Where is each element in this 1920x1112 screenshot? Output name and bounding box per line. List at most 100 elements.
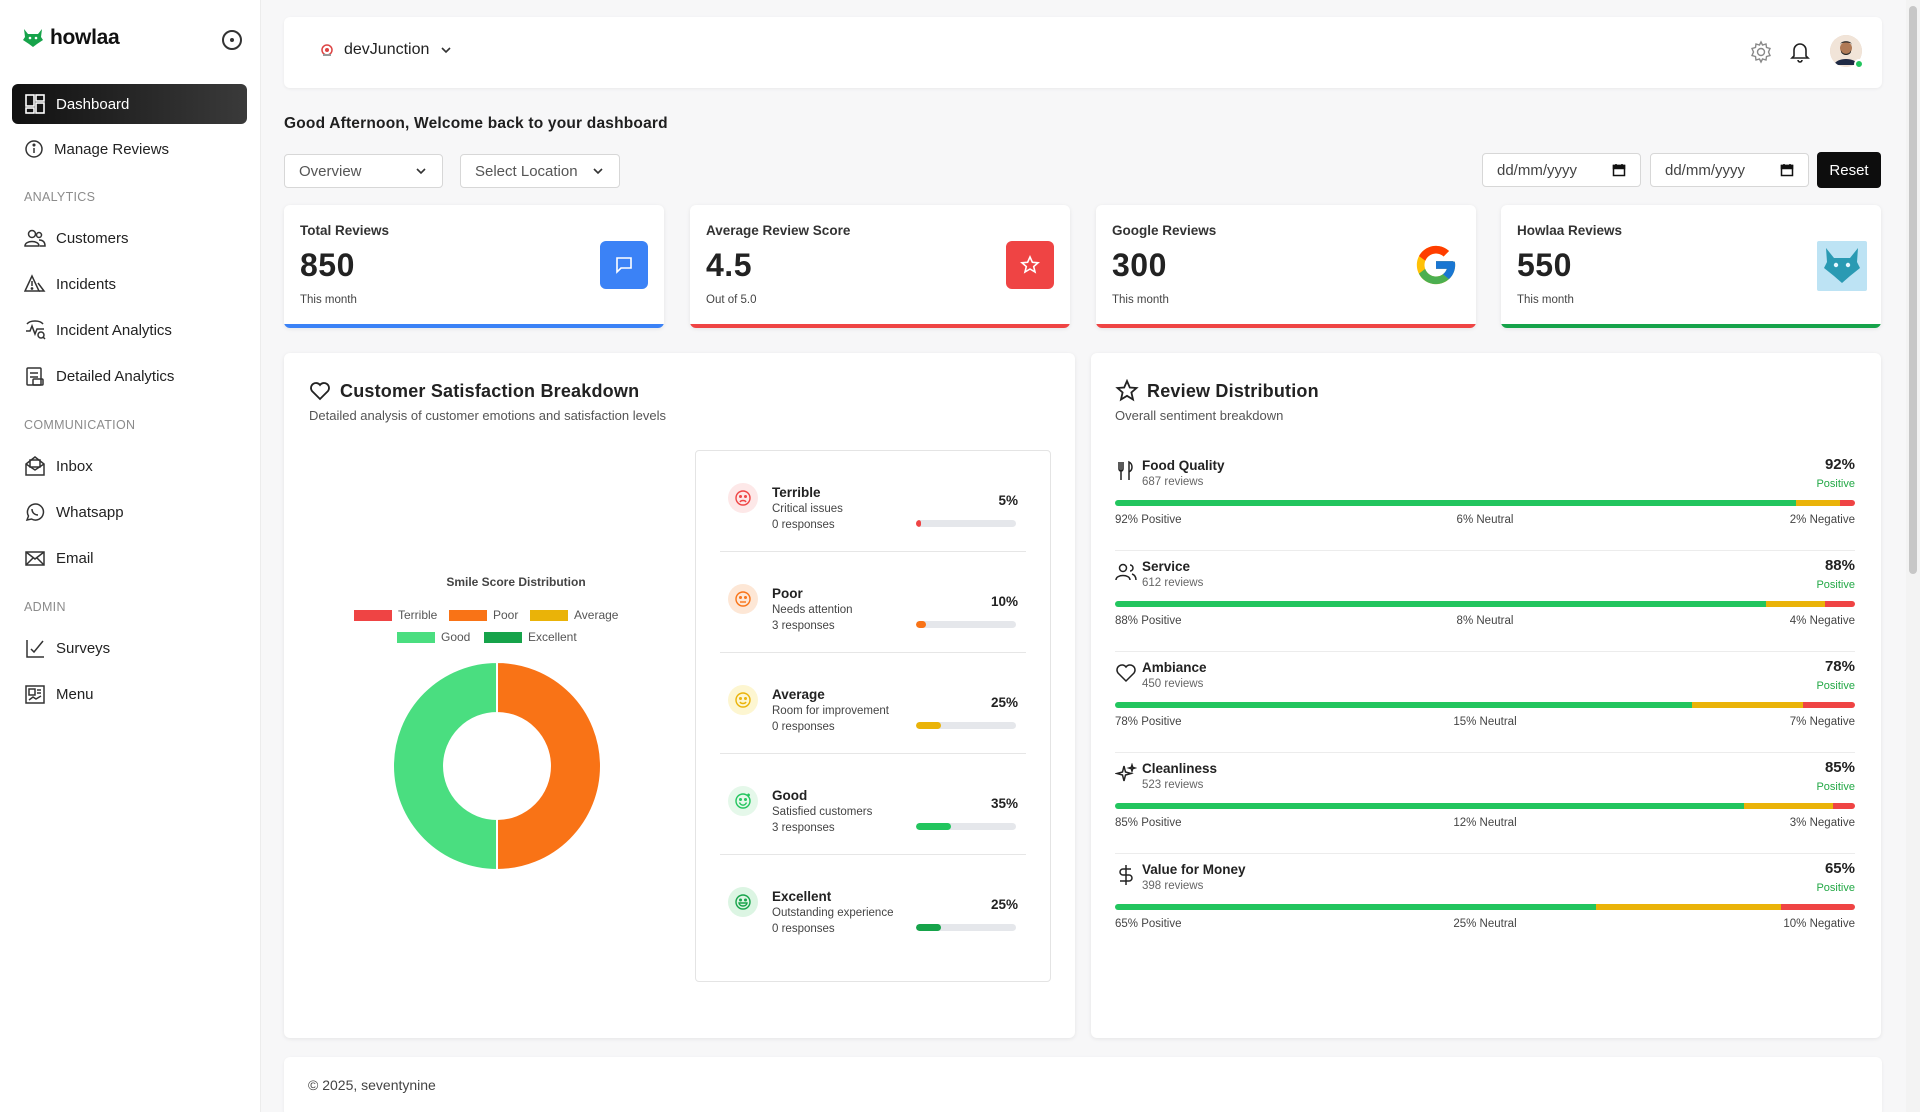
sentiment-bar [1115, 500, 1855, 506]
stat-accent-bar [1501, 324, 1881, 328]
distribution-positive-label: Positive [1816, 781, 1855, 793]
distribution-positive-label: Positive [1816, 579, 1855, 591]
stat-value: 850 [300, 247, 355, 283]
survey-icon [26, 640, 44, 658]
section-admin: ADMIN [24, 600, 66, 614]
sidebar-item-detailed-analytics[interactable]: Detailed Analytics [12, 356, 247, 396]
sidebar-item-incidents[interactable]: Incidents [12, 264, 247, 304]
analytics-icon [26, 320, 46, 340]
distribution-panel: Review Distribution Overall sentiment br… [1091, 353, 1881, 1038]
panel-subtitle: Detailed analysis of customer emotions a… [309, 408, 666, 423]
footer: © 2025, seventynine [284, 1057, 1882, 1112]
satisfaction-name: Good [772, 788, 808, 803]
date-from-placeholder: dd/mm/yyyy [1497, 161, 1578, 179]
satisfaction-progress-fill [916, 520, 921, 527]
sidebar-item-surveys[interactable]: Surveys [12, 628, 247, 668]
menu-icon [25, 685, 45, 704]
sidebar-item-label: Whatsapp [56, 503, 124, 521]
donut-slice-poor[interactable] [496, 660, 602, 872]
legend-label: Poor [493, 608, 519, 622]
footer-copyright: © 2025, seventynine [308, 1077, 436, 1093]
legend-item-poor[interactable]: Poor [449, 608, 518, 622]
sidebar-item-label: Incident Analytics [56, 321, 172, 339]
panel-subtitle: Overall sentiment breakdown [1115, 408, 1284, 423]
sentiment-positive-segment [1115, 803, 1744, 809]
stat-title: Howlaa Reviews [1517, 223, 1623, 238]
scrollbar-thumb[interactable] [1909, 6, 1917, 574]
legend-item-excellent[interactable]: Excellent [484, 630, 577, 644]
donut-chart [392, 660, 602, 872]
stat-card-average-score: Average Review Score 4.5 Out of 5.0 [690, 205, 1070, 328]
user-avatar[interactable] [1830, 35, 1864, 69]
legend-label: Average [574, 608, 619, 622]
sidebar-item-menu[interactable]: Menu [12, 674, 247, 714]
brand-logo[interactable]: howlaa [22, 26, 120, 50]
legend-item-average[interactable]: Average [530, 608, 618, 622]
sidebar-item-label: Email [56, 549, 94, 567]
sidebar-item-incident-analytics[interactable]: Incident Analytics [12, 310, 247, 350]
sentiment-bar [1115, 803, 1855, 809]
workspace-selector[interactable]: devJunction [320, 41, 453, 59]
satisfaction-progress-fill [916, 621, 926, 628]
info-icon [25, 140, 43, 158]
sidebar-item-inbox[interactable]: Inbox [12, 446, 247, 486]
bell-icon[interactable] [1787, 39, 1813, 65]
legend-swatch [484, 631, 522, 643]
email-icon [25, 551, 45, 566]
sidebar-item-manage-reviews[interactable]: Manage Reviews [12, 129, 247, 169]
date-from-input[interactable]: dd/mm/yyyy [1482, 153, 1641, 187]
distribution-negative-text: 2% Negative [1789, 514, 1855, 526]
satisfaction-item-average: Average Room for improvement 0 responses 25… [720, 653, 1026, 754]
satisfaction-panel: Customer Satisfaction Breakdown Detailed… [284, 353, 1075, 1038]
top-header: devJunction [284, 17, 1882, 88]
stat-value: 4.5 [706, 247, 752, 283]
chevron-down-icon [593, 168, 603, 175]
satisfaction-name: Poor [772, 586, 803, 601]
legend-item-terrible[interactable]: Terrible [354, 608, 437, 622]
donut-slice-good[interactable] [392, 660, 498, 872]
distribution-neutral-text: 25% Neutral [1453, 918, 1517, 930]
satisfaction-item-good: Good Satisfied customers 3 responses 35% [720, 754, 1026, 855]
distribution-negative-text: 4% Negative [1789, 615, 1855, 627]
heart-icon [1116, 664, 1136, 683]
satisfaction-desc: Outstanding experience [772, 907, 894, 919]
excellent-face-icon [728, 887, 758, 917]
satisfaction-desc: Satisfied customers [772, 806, 873, 818]
reset-button[interactable]: Reset [1817, 152, 1881, 188]
sentiment-neutral-segment [1795, 500, 1841, 506]
sidebar-item-label: Manage Reviews [54, 140, 170, 158]
distribution-positive-text: 78% Positive [1115, 716, 1182, 728]
distribution-item-ambiance: Ambiance 450 reviews 78% Positive 78% Positi… [1115, 652, 1855, 753]
sentiment-neutral-segment [1596, 904, 1781, 910]
message-icon [600, 241, 648, 289]
panel-title: Customer Satisfaction Breakdown [340, 381, 640, 401]
stat-title: Total Reviews [300, 223, 390, 238]
satisfaction-progress-fill [916, 722, 941, 729]
wolf-logo-icon [23, 29, 43, 47]
online-status-dot [1854, 59, 1864, 69]
settings-gear-icon[interactable] [1748, 39, 1774, 65]
location-select[interactable]: Select Location [460, 154, 620, 188]
view-select[interactable]: Overview [284, 154, 443, 188]
sidebar-item-whatsapp[interactable]: Whatsapp [12, 492, 247, 532]
sidebar-collapse-button[interactable] [222, 30, 242, 50]
sidebar-item-email[interactable]: Email [12, 538, 247, 578]
sentiment-positive-segment [1115, 500, 1796, 506]
panel-title: Review Distribution [1147, 381, 1319, 401]
page-scrollbar[interactable] [1906, 0, 1920, 1112]
heart-icon [310, 382, 330, 401]
sidebar-item-label: Menu [56, 685, 94, 703]
distribution-review-count: 450 reviews [1142, 678, 1204, 690]
date-to-input[interactable]: dd/mm/yyyy [1650, 153, 1809, 187]
sidebar-item-customers[interactable]: Customers [12, 218, 247, 258]
legend-item-good[interactable]: Good [397, 630, 470, 644]
inbox-icon [25, 456, 45, 476]
distribution-name: Food Quality [1142, 458, 1225, 473]
legend-label: Terrible [398, 608, 438, 622]
stat-card-google-reviews: Google Reviews 300 This month [1096, 205, 1476, 328]
distribution-positive-text: 92% Positive [1115, 514, 1182, 526]
good-face-icon [728, 786, 758, 816]
sidebar-item-dashboard[interactable]: Dashboard [12, 84, 247, 124]
sidebar-item-label: Inbox [56, 457, 93, 475]
distribution-negative-text: 10% Negative [1783, 918, 1855, 930]
